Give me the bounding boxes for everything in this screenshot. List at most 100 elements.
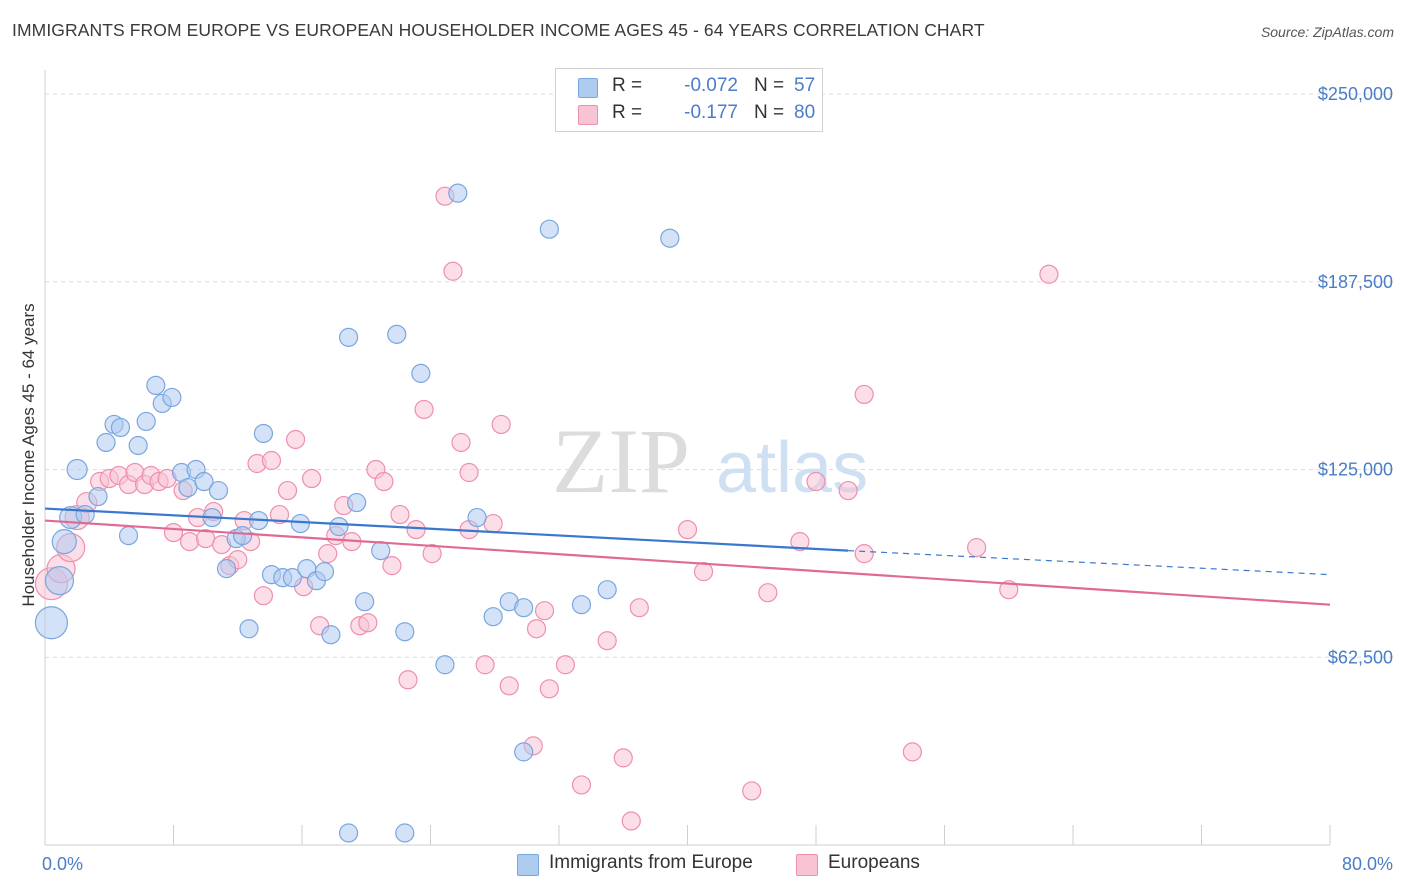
point-immigrants <box>338 823 359 843</box>
point-europeans <box>999 580 1019 600</box>
point-europeans <box>555 655 576 675</box>
point-immigrants <box>514 598 534 618</box>
point-europeans <box>382 556 402 576</box>
point-immigrants <box>110 417 131 438</box>
point-europeans <box>261 450 282 471</box>
point-europeans <box>253 586 274 606</box>
x-tick-label: 80.0% <box>1342 854 1393 874</box>
y-tick-label: $125,000 <box>1318 460 1393 480</box>
point-immigrants <box>216 559 237 579</box>
point-europeans <box>854 544 874 564</box>
point-europeans <box>277 480 298 501</box>
legend-swatch-immigrants <box>517 854 539 876</box>
point-europeans <box>838 480 858 501</box>
point-immigrants <box>448 183 468 203</box>
trend-line-immigrants <box>44 507 849 552</box>
point-europeans <box>854 384 874 405</box>
point-immigrants <box>208 480 229 501</box>
point-europeans <box>390 504 410 525</box>
point-immigrants <box>597 580 617 600</box>
point-europeans <box>902 742 922 762</box>
point-immigrants <box>514 742 534 762</box>
point-immigrants <box>162 387 182 408</box>
point-europeans <box>597 631 617 651</box>
point-europeans <box>806 471 826 492</box>
point-europeans <box>967 538 987 558</box>
legend-swatch-immigrants <box>578 78 598 98</box>
point-immigrants <box>282 568 302 588</box>
point-europeans <box>358 613 378 633</box>
point-immigrants <box>395 823 415 843</box>
point-immigrants <box>387 324 407 344</box>
point-immigrants <box>136 411 156 432</box>
point-europeans <box>539 679 559 699</box>
legend-r-label: R = <box>612 102 643 123</box>
y-tick-labels: $62,500 $125,000 $187,500 $250,000 <box>1318 84 1393 667</box>
point-europeans <box>179 532 200 552</box>
point-immigrants <box>338 327 359 347</box>
point-europeans <box>742 781 762 801</box>
point-immigrants <box>467 507 487 528</box>
point-europeans <box>422 544 442 564</box>
point-europeans <box>613 748 633 768</box>
point-immigrants <box>34 606 69 640</box>
point-europeans <box>398 670 418 690</box>
x-tick-labels: 0.0% 80.0% <box>42 854 1393 874</box>
point-immigrants <box>239 619 259 639</box>
grid-lines <box>45 93 1395 658</box>
point-europeans <box>790 532 810 552</box>
x-tick-label: 0.0% <box>42 854 83 874</box>
y-tick-label: $250,000 <box>1318 84 1393 104</box>
legend-n-value: 57 <box>794 75 816 96</box>
point-europeans <box>475 655 495 675</box>
point-immigrants <box>355 592 375 612</box>
point-europeans <box>499 676 519 696</box>
legend-n-label: N = <box>754 102 785 123</box>
point-europeans <box>302 468 322 489</box>
point-europeans <box>483 513 503 534</box>
y-axis-title: Householder Income Ages 45 - 64 years <box>19 303 38 606</box>
legend-label-immigrants: Immigrants from Europe <box>549 852 753 873</box>
legend-swatch-europeans <box>796 854 818 876</box>
trend-line-europeans <box>44 519 1331 606</box>
legend-swatch-europeans <box>578 105 598 125</box>
point-europeans <box>443 261 463 281</box>
point-immigrants <box>253 423 274 444</box>
watermark-zip: ZIP <box>552 410 690 512</box>
data-points <box>34 183 1059 843</box>
point-europeans <box>677 519 698 540</box>
point-immigrants <box>146 375 166 396</box>
point-europeans <box>534 601 555 621</box>
point-immigrants <box>96 432 116 453</box>
point-europeans <box>571 775 592 795</box>
point-europeans <box>693 562 714 582</box>
point-europeans <box>1039 264 1059 284</box>
point-immigrants <box>571 595 592 615</box>
point-immigrants <box>347 492 367 513</box>
point-europeans <box>269 504 290 525</box>
y-tick-label: $187,500 <box>1318 272 1393 292</box>
point-immigrants <box>329 516 349 537</box>
point-immigrants <box>51 529 77 555</box>
chart-title: IMMIGRANTS FROM EUROPE VS EUROPEAN HOUSE… <box>12 20 985 40</box>
point-immigrants <box>321 625 341 645</box>
point-europeans <box>374 471 394 492</box>
source-credit: Source: ZipAtlas.com <box>1260 24 1394 40</box>
point-europeans <box>163 522 184 543</box>
trend-lines <box>44 507 1331 606</box>
point-europeans <box>758 583 778 603</box>
point-europeans <box>318 544 338 564</box>
point-immigrants <box>178 477 198 498</box>
point-immigrants <box>483 607 503 627</box>
point-europeans <box>451 432 471 453</box>
point-immigrants <box>128 435 148 456</box>
point-immigrants <box>411 363 431 383</box>
point-europeans <box>629 598 649 618</box>
legend-n-value: 80 <box>794 102 816 123</box>
y-tick-label: $62,500 <box>1328 647 1393 667</box>
legend-label-europeans: Europeans <box>828 852 920 873</box>
point-immigrants <box>232 526 253 546</box>
point-europeans <box>621 811 641 831</box>
point-immigrants <box>194 471 214 492</box>
